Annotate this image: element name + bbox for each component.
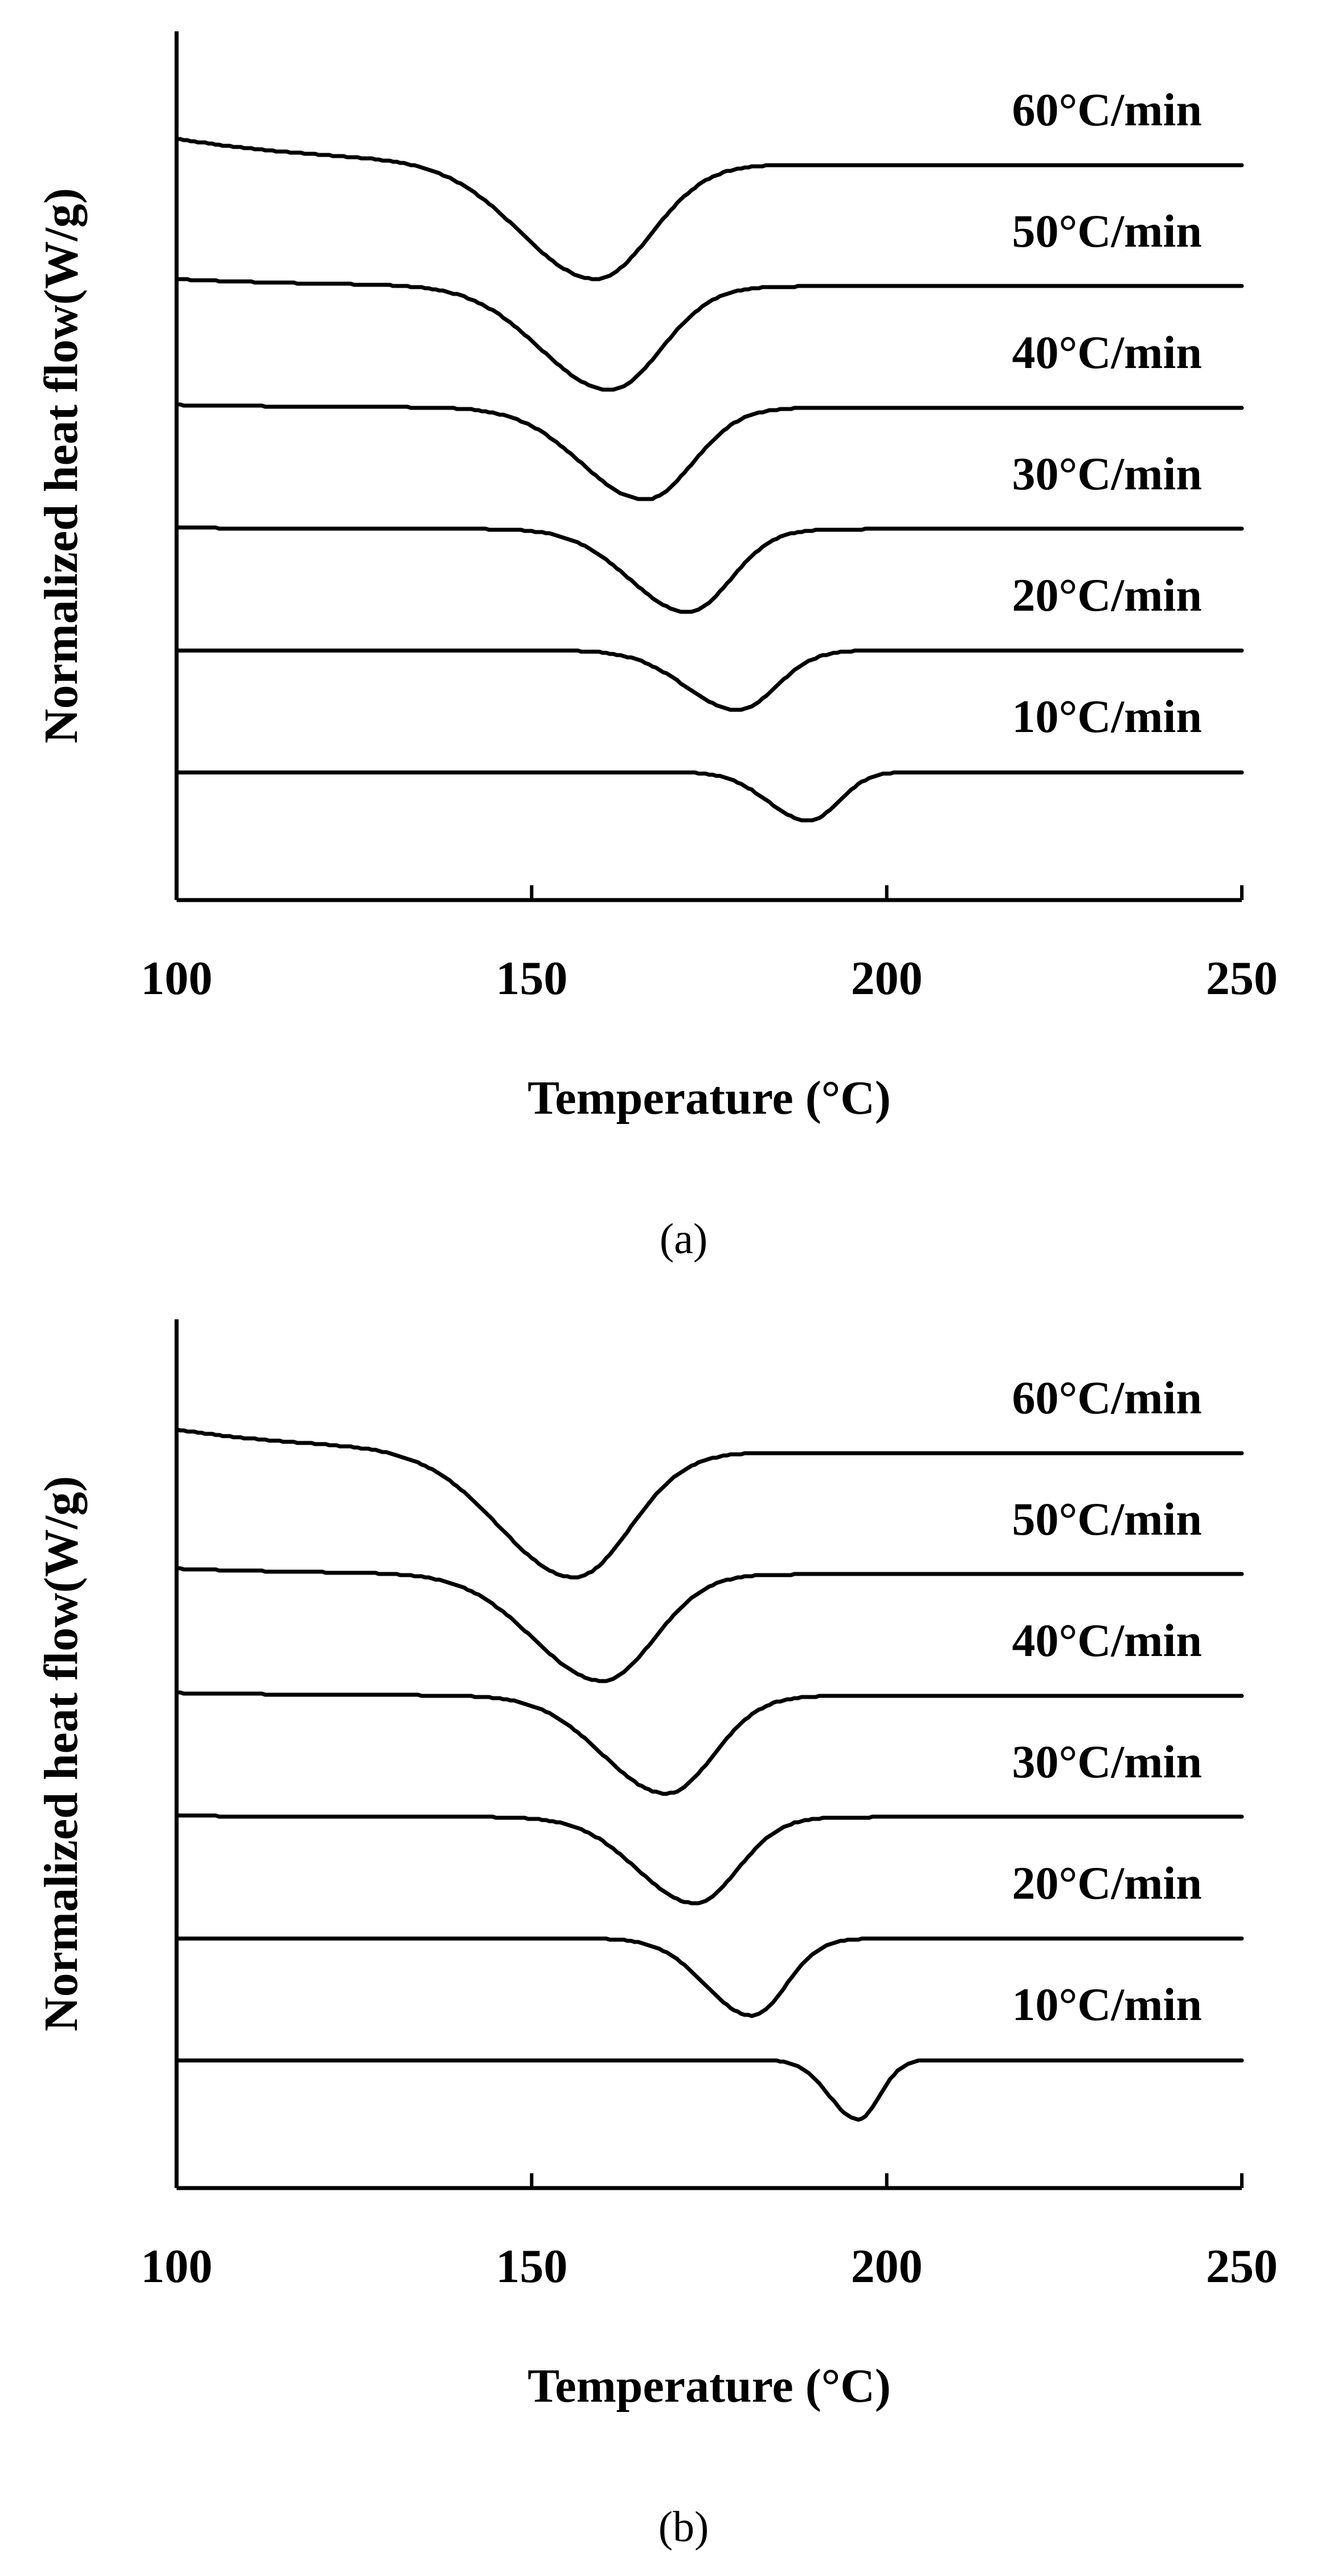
dsc-curve-20-c-per-min <box>174 648 1244 712</box>
series-label: 40°C/min <box>1012 326 1203 378</box>
dsc-curve-20-c-per-min <box>174 1936 1244 2018</box>
figure-panel-a: 100 150 200 250 Temperature (°C) Normalized h… <box>35 31 1278 1263</box>
x-tick-label: 150 <box>496 2240 567 2293</box>
curves-group <box>174 1427 1244 2122</box>
x-axis-title: Temperature (°C) <box>527 2360 891 2413</box>
series-label: 10°C/min <box>1012 690 1203 742</box>
figure-panel-b: 100 150 200 250 Temperature (°C) Normalized h… <box>0 1288 1321 2576</box>
y-axis-title: Normalized heat flow(W/g) <box>35 1476 88 2031</box>
x-tick-label: 100 <box>141 2240 212 2293</box>
series-label: 10°C/min <box>1012 1978 1203 2030</box>
dsc-curve-50-c-per-min <box>174 277 1244 392</box>
dsc-curve-10-c-per-min <box>174 2058 1244 2122</box>
curves-group <box>174 137 1244 823</box>
dsc-curve-60-c-per-min <box>174 137 1244 281</box>
dsc-curve-40-c-per-min <box>174 402 1244 501</box>
y-axis-title: Normalized heat flow(W/g) <box>35 188 88 743</box>
x-tick-label: 200 <box>851 952 923 1005</box>
dsc-curve-50-c-per-min <box>174 1566 1244 1683</box>
dsc-curve-30-c-per-min <box>174 525 1244 614</box>
figure-caption: (b) <box>659 2503 709 2551</box>
x-tick-label: 150 <box>496 952 567 1005</box>
x-tick-label: 100 <box>141 952 212 1005</box>
series-label: 50°C/min <box>1012 205 1203 257</box>
dsc-curve-60-c-per-min <box>174 1427 1244 1580</box>
x-tick-label: 200 <box>851 2240 923 2293</box>
x-axis-title: Temperature (°C) <box>527 1072 891 1125</box>
series-label: 50°C/min <box>1012 1493 1203 1545</box>
dsc-chart-a: 100 150 200 250 Temperature (°C) Normalized h… <box>35 31 1278 1263</box>
figure-caption: (a) <box>660 1215 707 1263</box>
series-label: 40°C/min <box>1012 1614 1203 1666</box>
series-label: 30°C/min <box>1012 1736 1203 1788</box>
dsc-curve-30-c-per-min <box>174 1813 1244 1906</box>
dsc-curve-40-c-per-min <box>174 1690 1244 1796</box>
series-label: 30°C/min <box>1012 448 1203 500</box>
series-label: 60°C/min <box>1012 84 1203 136</box>
dsc-curve-10-c-per-min <box>174 770 1244 823</box>
series-label: 20°C/min <box>1012 569 1203 621</box>
series-label: 20°C/min <box>1012 1857 1203 1909</box>
dsc-chart-b: 100 150 200 250 Temperature (°C) Normalized h… <box>35 1319 1278 2551</box>
x-tick-label: 250 <box>1206 952 1278 1005</box>
x-tick-label: 250 <box>1206 2240 1278 2293</box>
series-label: 60°C/min <box>1012 1372 1203 1424</box>
